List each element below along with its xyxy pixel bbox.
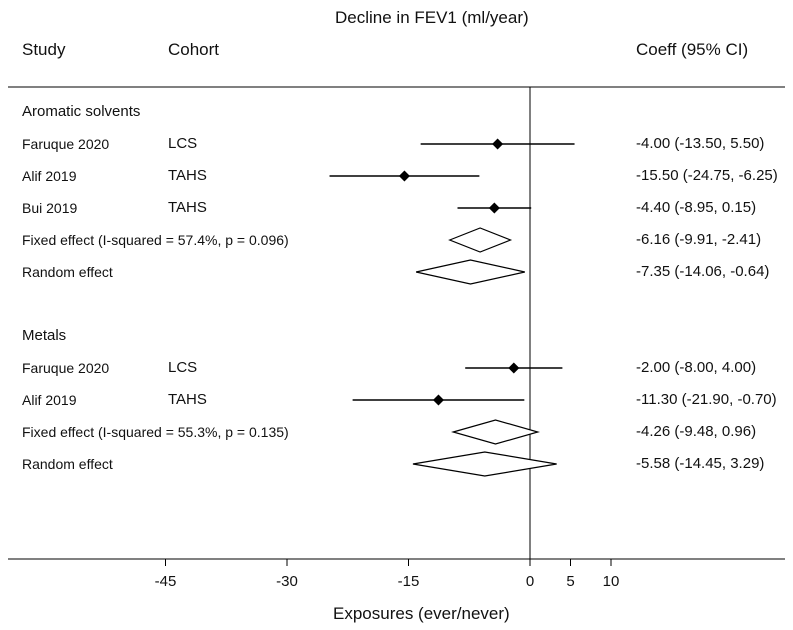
coeff-ci-label: -4.26 (-9.48, 0.96) bbox=[636, 423, 757, 440]
summary-label: Fixed effect (I-squared = 55.3%, p = 0.1… bbox=[22, 424, 289, 440]
study-label: Alif 2019 bbox=[22, 168, 77, 184]
group-label-aromatic-solvents: Aromatic solvents bbox=[22, 103, 141, 120]
chart-title: Decline in FEV1 (ml/year) bbox=[335, 8, 529, 27]
study-column-header: Study bbox=[22, 40, 66, 59]
study-label: Bui 2019 bbox=[22, 200, 78, 216]
x-axis-label: Exposures (ever/never) bbox=[333, 604, 510, 623]
x-tick-label: -30 bbox=[276, 573, 298, 590]
cohort-label: TAHS bbox=[168, 199, 207, 216]
cohort-label: TAHS bbox=[168, 167, 207, 184]
coeff-ci-label: -7.35 (-14.06, -0.64) bbox=[636, 263, 770, 280]
cohort-label: LCS bbox=[168, 135, 198, 152]
summary-diamond bbox=[451, 419, 540, 445]
point-estimate-marker bbox=[488, 202, 500, 214]
x-tick-label: -15 bbox=[398, 573, 420, 590]
cohort-column-header: Cohort bbox=[168, 40, 220, 59]
point-estimate-marker bbox=[508, 362, 520, 374]
summary-label: Random effect bbox=[22, 264, 113, 280]
coeff-ci-label: -11.30 (-21.90, -0.70) bbox=[636, 391, 777, 408]
x-tick-label: -45 bbox=[155, 573, 177, 590]
x-tick-label: 10 bbox=[603, 573, 620, 590]
study-label: Faruque 2020 bbox=[22, 360, 110, 376]
coeff-ci-label: -4.40 (-8.95, 0.15) bbox=[636, 199, 757, 216]
cohort-label: TAHS bbox=[168, 391, 207, 408]
coeff-ci-label: -2.00 (-8.00, 4.00) bbox=[636, 359, 757, 376]
summary-diamond bbox=[412, 451, 557, 477]
x-tick-label: 0 bbox=[526, 573, 534, 590]
summary-diamond bbox=[448, 227, 513, 253]
summary-label: Random effect bbox=[22, 456, 113, 472]
summary-diamond bbox=[415, 259, 525, 285]
coeff-ci-label: -6.16 (-9.91, -2.41) bbox=[636, 231, 762, 248]
cohort-label: LCS bbox=[168, 359, 198, 376]
x-tick-label: 5 bbox=[566, 573, 574, 590]
group-label-metals: Metals bbox=[22, 327, 67, 344]
point-estimate-marker bbox=[492, 138, 504, 150]
point-estimate-marker bbox=[432, 394, 444, 406]
study-label: Alif 2019 bbox=[22, 392, 77, 408]
study-label: Faruque 2020 bbox=[22, 136, 110, 152]
point-estimate-marker bbox=[398, 170, 410, 182]
summary-label: Fixed effect (I-squared = 57.4%, p = 0.0… bbox=[22, 232, 289, 248]
coeff-ci-label: -4.00 (-13.50, 5.50) bbox=[636, 135, 765, 152]
coeff-column-header: Coeff (95% CI) bbox=[636, 40, 749, 59]
coeff-ci-label: -5.58 (-14.45, 3.29) bbox=[636, 455, 765, 472]
coeff-ci-label: -15.50 (-24.75, -6.25) bbox=[636, 167, 778, 184]
